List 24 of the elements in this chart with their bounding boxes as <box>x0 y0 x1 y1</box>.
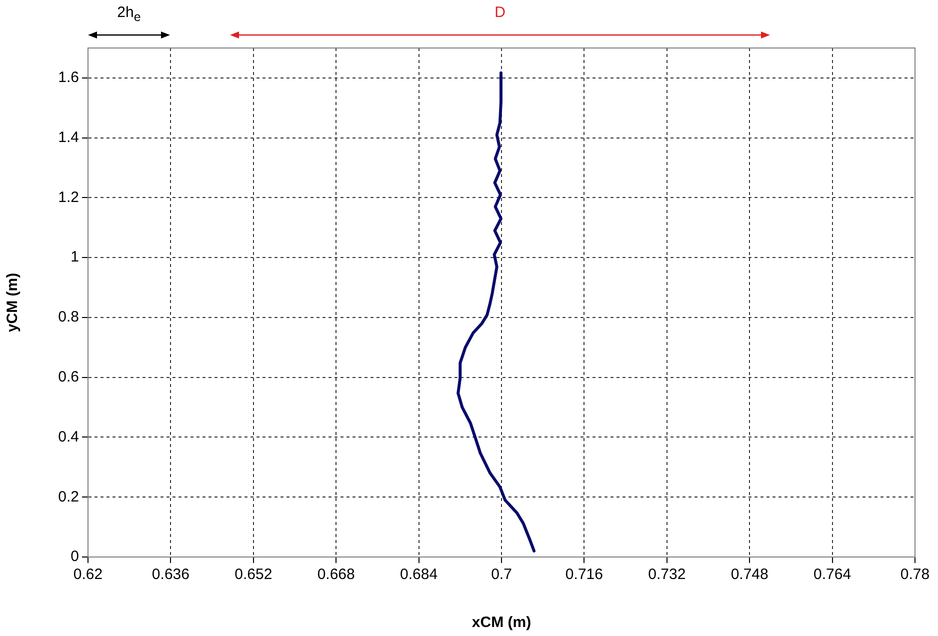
x-tick-label: 0.7 <box>491 566 512 584</box>
x-tick-label: 0.652 <box>234 566 272 584</box>
y-tick-label: 0.6 <box>58 368 79 386</box>
x-tick-label: 0.764 <box>814 566 852 584</box>
y-tick-label: 1.2 <box>58 188 79 206</box>
y-tick-label: 1 <box>70 248 79 266</box>
y-tick-label: 0.2 <box>58 488 79 506</box>
x-tick-label: 0.78 <box>900 566 930 584</box>
x-tick-label: 0.636 <box>152 566 190 584</box>
x-tick-label: 0.684 <box>400 566 438 584</box>
text: D <box>494 4 506 21</box>
y-tick-label: 1.6 <box>58 69 79 86</box>
text: 2h$_{e}$ <box>116 4 142 24</box>
x-axis-title: xCM (m) <box>472 614 532 632</box>
y-tick-label: 0.4 <box>58 428 79 446</box>
y-tick-label: 1.4 <box>58 128 79 146</box>
y-axis-title: yCM (m) <box>4 272 22 332</box>
x-tick-label: 0.716 <box>565 566 603 584</box>
x-tick-label: 0.668 <box>317 566 355 584</box>
y-tick-label: 0.8 <box>58 308 79 326</box>
x-tick-label: 0.748 <box>730 566 768 584</box>
x-tick-label: 0.62 <box>73 566 103 584</box>
x-tick-label: 0.732 <box>648 566 686 584</box>
y-tick-label: 0 <box>70 548 79 566</box>
